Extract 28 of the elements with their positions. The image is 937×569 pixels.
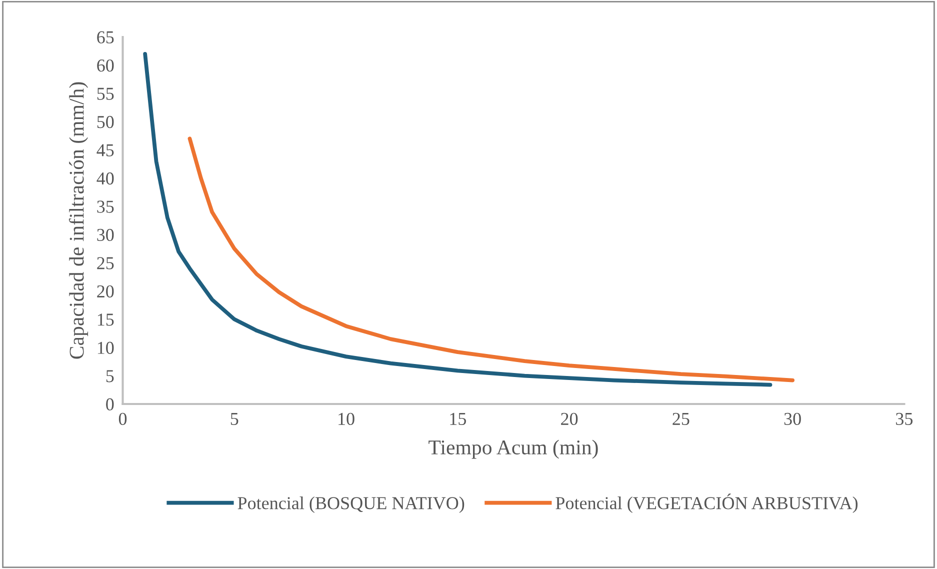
x-tick-label: 0 [118, 412, 127, 426]
x-tick-label: 15 [450, 412, 466, 426]
y-tick-label: 60 [97, 59, 114, 72]
y-tick-label: 15 [98, 314, 114, 326]
y-tick-label: 0 [106, 398, 114, 410]
x-tick-label: 20 [561, 412, 578, 426]
line-series [143, 52, 772, 387]
y-tick-label: 30 [97, 228, 114, 242]
y-axis-title: Capacidad de infiltración (mm/h) [68, 82, 88, 359]
x-tick-label: 35 [896, 412, 913, 426]
x-tick-label: 5 [230, 413, 238, 426]
y-tick-label: 45 [96, 144, 114, 156]
x-tick-label: 30 [784, 412, 801, 426]
legend-label: Potencial (VEGETACIÓN ARBUSTIVA) [556, 494, 858, 513]
y-tick-label: 5 [106, 370, 114, 382]
legend-label: Potencial (BOSQUE NATIVO) [238, 496, 464, 513]
x-tick-label: 25 [672, 412, 690, 426]
y-tick-label: 65 [97, 31, 114, 44]
y-tick-label: 35 [97, 200, 114, 213]
y-tick-label: 55 [97, 88, 114, 100]
y-tick-label: 50 [97, 116, 114, 128]
y-tick-label: 25 [97, 257, 114, 270]
x-axis-title: Tiempo Acum (min) [428, 440, 598, 459]
x-tick-label: 10 [338, 412, 354, 426]
y-tick-label: 40 [96, 172, 114, 185]
y-tick-label: 20 [97, 285, 114, 298]
line-series [188, 136, 795, 382]
y-tick-label: 10 [98, 342, 114, 354]
